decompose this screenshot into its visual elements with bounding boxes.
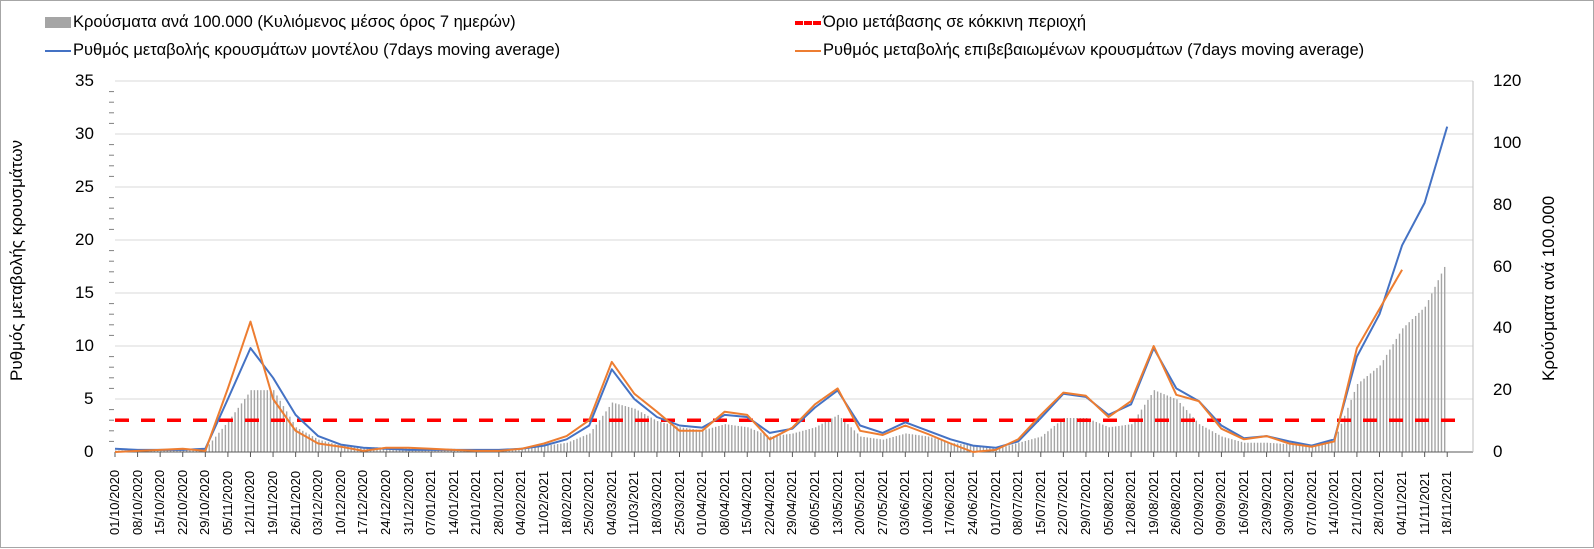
left-tick-label: 10: [75, 336, 94, 355]
right-tick-label: 40: [1493, 318, 1512, 338]
right-tick-label: 100: [1493, 132, 1522, 152]
right-tick-label: 80: [1493, 194, 1512, 214]
bar-swatch-icon: [45, 17, 71, 28]
right-tick-label: 20: [1493, 380, 1512, 400]
right-tick-label: 60: [1493, 256, 1512, 276]
confirmed-line: [114, 269, 1403, 453]
model-line: [114, 126, 1449, 451]
right-tick-label: 120: [1493, 71, 1522, 90]
legend-label-confirmed: Ρυθμός μεταβολής επιβεβαιωμένων κρουσμάτ…: [823, 41, 1365, 59]
left-tick-label: 35: [75, 71, 94, 90]
legend-item-confirmed: Ρυθμός μεταβολής επιβεβαιωμένων κρουσμάτ…: [795, 41, 1364, 60]
legend-label-model: Ρυθμός μεταβολής κρουσμάτων μοντέλου (7d…: [73, 41, 561, 59]
line-swatch-icon: [45, 49, 71, 52]
legend-item-threshold: Όριο μετάβασης σε κόκκινη περιοχή: [795, 13, 1086, 32]
left-tick-label: 25: [75, 177, 94, 196]
left-tick-label: 15: [75, 283, 94, 302]
left-tick-label: 5: [84, 389, 94, 408]
legend-label-threshold: Όριο μετάβασης σε κόκκινη περιοχή: [823, 13, 1087, 31]
line-swatch-icon: [795, 49, 821, 52]
left-tick-label: 0: [84, 442, 94, 461]
dashed-swatch-icon: [795, 20, 821, 25]
legend-label-bars: Κρούσματα ανά 100.000 (Κυλιόμενος μέσος …: [73, 13, 516, 31]
legend-item-bars: Κρούσματα ανά 100.000 (Κυλιόμενος μέσος …: [45, 13, 516, 32]
legend-item-model: Ρυθμός μεταβολής κρουσμάτων μοντέλου (7d…: [45, 41, 560, 60]
left-tick-label: 30: [75, 124, 94, 143]
right-tick-label: 0: [1493, 442, 1503, 461]
left-tick-label: 20: [75, 230, 94, 249]
